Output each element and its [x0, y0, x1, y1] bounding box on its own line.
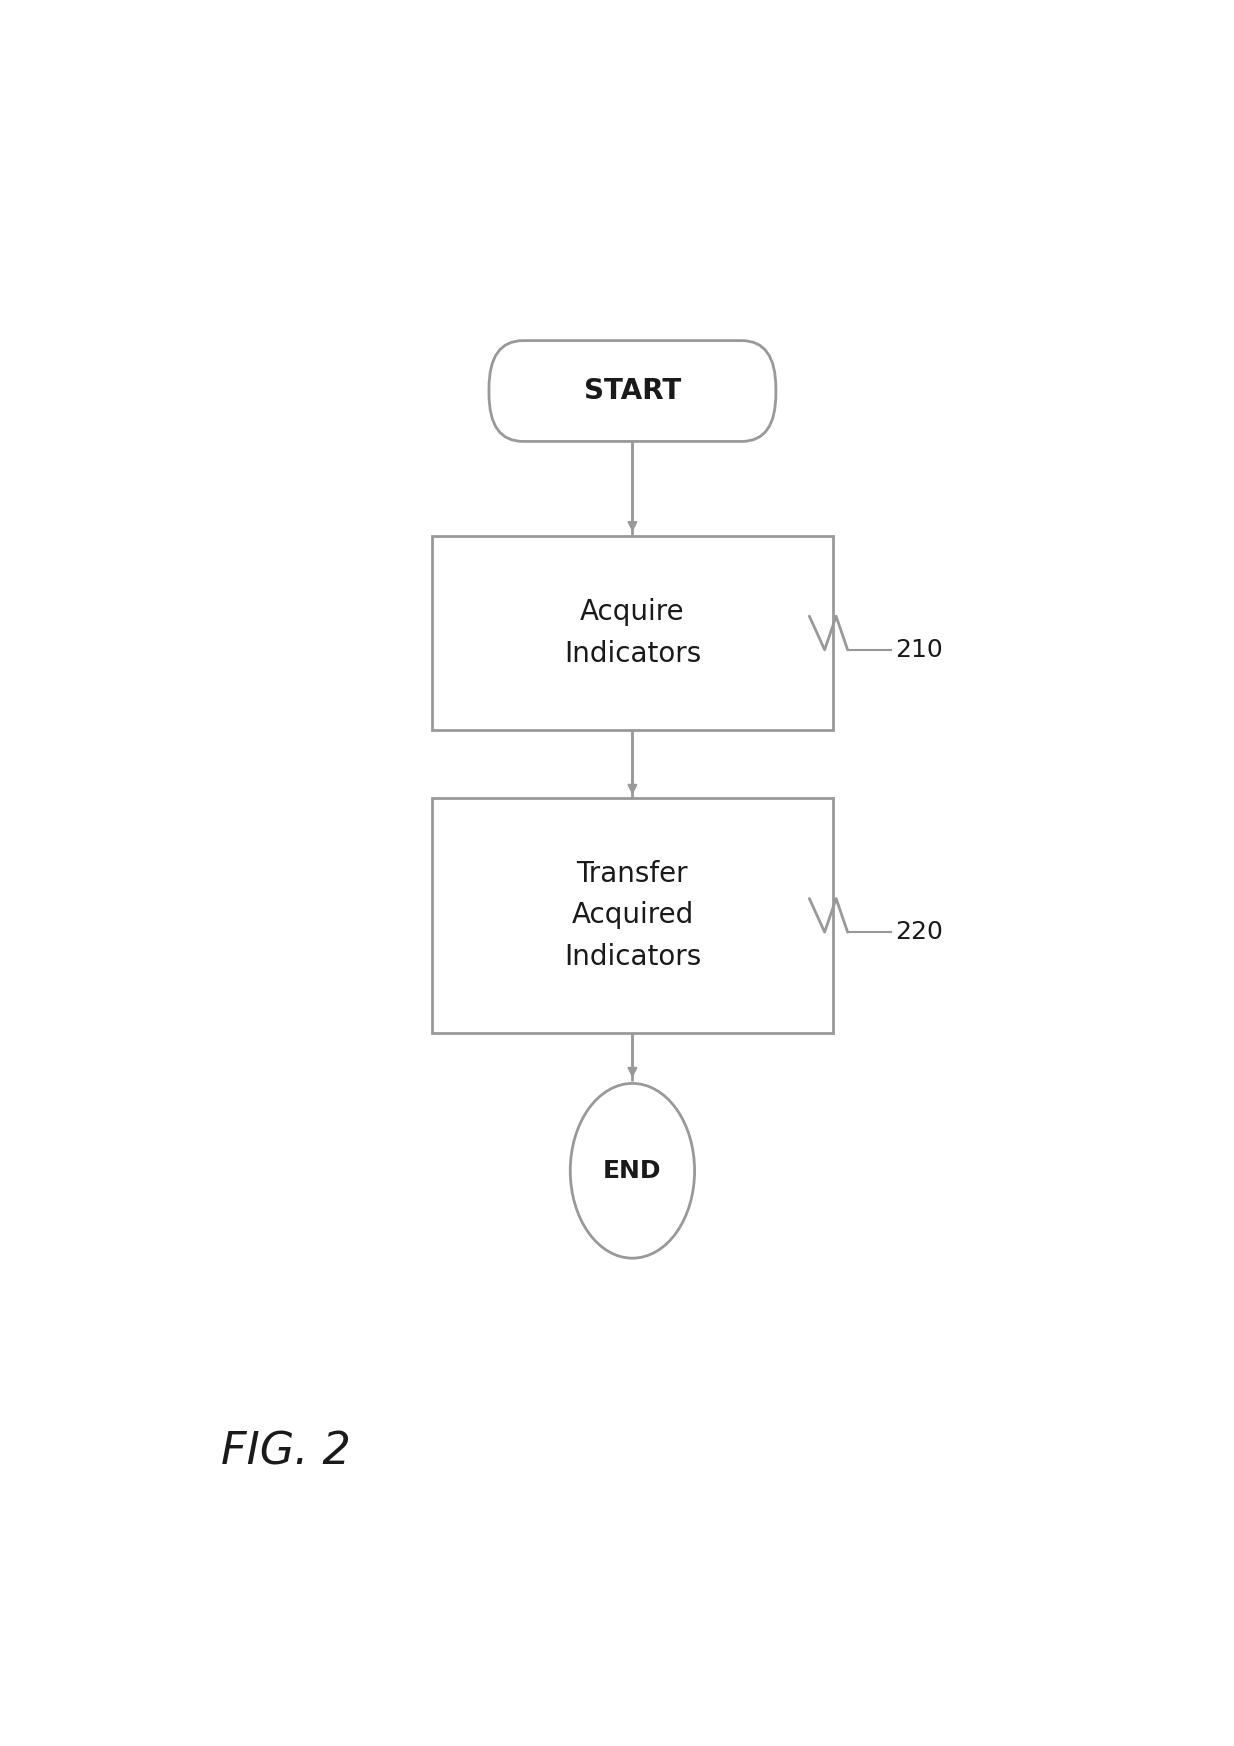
Text: 220: 220 [896, 920, 943, 945]
Text: Acquire
Indicators: Acquire Indicators [564, 599, 701, 667]
Text: START: START [584, 377, 681, 405]
Bar [432, 536, 833, 730]
Text: Transfer
Acquired
Indicators: Transfer Acquired Indicators [564, 861, 701, 971]
Text: FIG. 2: FIG. 2 [221, 1430, 350, 1474]
Text: 210: 210 [896, 637, 943, 662]
FancyBboxPatch shape [489, 340, 776, 442]
Bar [432, 798, 833, 1034]
Text: END: END [603, 1159, 661, 1182]
Circle shape [570, 1083, 695, 1259]
